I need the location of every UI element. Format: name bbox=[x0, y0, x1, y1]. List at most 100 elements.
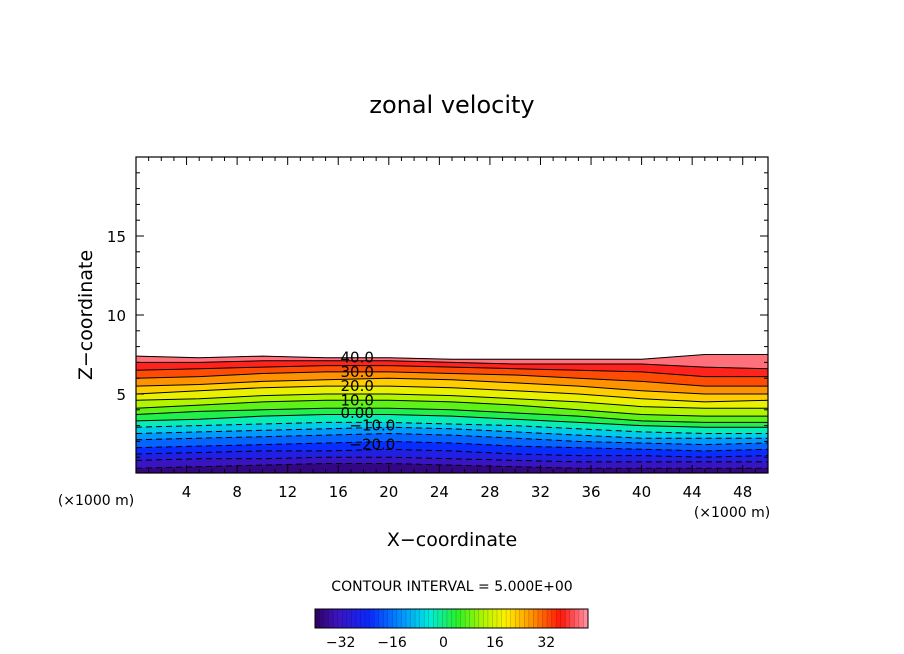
colorbar-segment bbox=[465, 609, 470, 628]
colorbar-tick-label: −16 bbox=[377, 635, 407, 651]
colorbar-segment bbox=[428, 609, 434, 628]
colorbar-segment bbox=[528, 609, 534, 628]
contour-label: 10.0 bbox=[340, 391, 373, 409]
x-tick-label: 20 bbox=[379, 483, 398, 501]
contour-line bbox=[135, 407, 768, 423]
contour-label: 30.0 bbox=[340, 363, 373, 381]
colorbar-segment bbox=[533, 609, 539, 628]
colorbar-segment bbox=[360, 609, 366, 628]
contour-label: −20.0 bbox=[349, 436, 395, 454]
colorbar-segment bbox=[410, 609, 416, 628]
x-tick-label: 12 bbox=[278, 483, 297, 501]
contour-line bbox=[135, 365, 768, 378]
x-tick-label: 48 bbox=[733, 483, 752, 501]
colorbar bbox=[314, 608, 589, 629]
contour-line bbox=[135, 354, 768, 360]
x-tick-label: 32 bbox=[531, 483, 550, 501]
colorbar-segment bbox=[478, 609, 484, 628]
colorbar-segment bbox=[583, 609, 589, 628]
colorbar-tick-label: 32 bbox=[537, 635, 555, 651]
colorbar-segment bbox=[442, 609, 448, 628]
contour-lines bbox=[135, 354, 769, 469]
colorbar-segment bbox=[396, 609, 402, 628]
contour-interval-label: CONTOUR INTERVAL = 5.000E+00 bbox=[331, 579, 572, 595]
colorbar-segment bbox=[437, 609, 443, 628]
colorbar-segment bbox=[365, 609, 370, 628]
colorbar-segment bbox=[551, 609, 557, 628]
colorbar-segment bbox=[506, 609, 511, 628]
contour-label: 20.0 bbox=[340, 377, 373, 395]
colorbar-segment bbox=[501, 609, 507, 628]
colorbar-frame bbox=[314, 608, 589, 629]
colorbar-segment bbox=[346, 609, 352, 628]
colorbar-segment bbox=[460, 609, 466, 628]
y-tick-label: 10 bbox=[107, 307, 126, 325]
colorbar-segment bbox=[515, 609, 521, 628]
contour-label: 40.0 bbox=[340, 349, 373, 367]
contour-line bbox=[136, 360, 769, 370]
colorbar-segment bbox=[319, 609, 325, 628]
colorbar-tick-labels: −32 −16 0 16 32 bbox=[326, 635, 555, 651]
colorbar-segment bbox=[315, 609, 320, 628]
contour-line bbox=[135, 440, 769, 452]
x-unit-label-left: (×1000 m) bbox=[58, 493, 134, 509]
colorbar-segment bbox=[374, 609, 379, 628]
colorbar-tick-label: −32 bbox=[326, 635, 356, 651]
chart-title: zonal velocity bbox=[369, 91, 534, 119]
colorbar-segment bbox=[337, 609, 343, 628]
colorbar-segment bbox=[510, 609, 516, 628]
colorbar-segment bbox=[424, 609, 430, 628]
colorbar-segment bbox=[497, 609, 502, 628]
colorbar-segment bbox=[565, 609, 571, 628]
colorbar-segment bbox=[542, 609, 548, 628]
colorbar-segment bbox=[392, 609, 398, 628]
contour-line bbox=[135, 414, 768, 428]
colorbar-segment bbox=[519, 609, 525, 628]
colorbar-segment bbox=[433, 609, 439, 628]
colorbar-segment bbox=[474, 609, 480, 628]
colorbar-segment bbox=[483, 609, 489, 628]
colorbar-segment bbox=[324, 609, 329, 628]
colorbar-segment bbox=[401, 609, 407, 628]
contour-line bbox=[135, 385, 769, 403]
axis-ticks bbox=[136, 157, 768, 473]
colorbar-segment bbox=[419, 609, 425, 628]
colorbar-segment bbox=[406, 609, 411, 628]
colorbar-segment bbox=[383, 609, 389, 628]
x-tick-label: 44 bbox=[683, 483, 702, 501]
x-axis-label: X−coordinate bbox=[387, 529, 517, 551]
colorbar-segment bbox=[456, 609, 461, 628]
x-tick-label: 4 bbox=[182, 483, 192, 501]
x-tick-label: 24 bbox=[430, 483, 449, 501]
colorbar-segment bbox=[342, 609, 348, 628]
x-tick-label: 28 bbox=[480, 483, 499, 501]
contour-line bbox=[135, 371, 768, 387]
contour-line bbox=[135, 393, 768, 409]
colorbar-segment bbox=[355, 609, 361, 628]
contour-line bbox=[135, 463, 768, 469]
colorbar-tick-label: 0 bbox=[439, 635, 448, 651]
colorbar-segment bbox=[537, 609, 543, 628]
colorbar-segment bbox=[569, 609, 575, 628]
contour-line bbox=[135, 432, 769, 446]
colorbar-segment bbox=[328, 609, 334, 628]
y-axis-label: Z−coordinate bbox=[75, 250, 97, 380]
colorbar-segment bbox=[524, 609, 530, 628]
colorbar-segment bbox=[487, 609, 493, 628]
colorbar-segment bbox=[351, 609, 357, 628]
contour-line bbox=[135, 448, 769, 458]
colorbar-segment bbox=[446, 609, 452, 628]
colorbar-segment bbox=[556, 609, 561, 628]
colorbar-segment bbox=[578, 609, 584, 628]
colorbar-segment bbox=[415, 609, 420, 628]
colorbar-segment bbox=[378, 609, 384, 628]
y-tick-label: 15 bbox=[107, 228, 126, 246]
contour-labels: 40.030.020.010.00.00−10.0−20.0 bbox=[340, 349, 395, 454]
contour-line bbox=[135, 426, 768, 439]
contour-line bbox=[135, 421, 768, 434]
x-tick-label: 40 bbox=[632, 483, 651, 501]
y-tick-label: 5 bbox=[116, 386, 126, 404]
colorbar-segment bbox=[469, 609, 475, 628]
